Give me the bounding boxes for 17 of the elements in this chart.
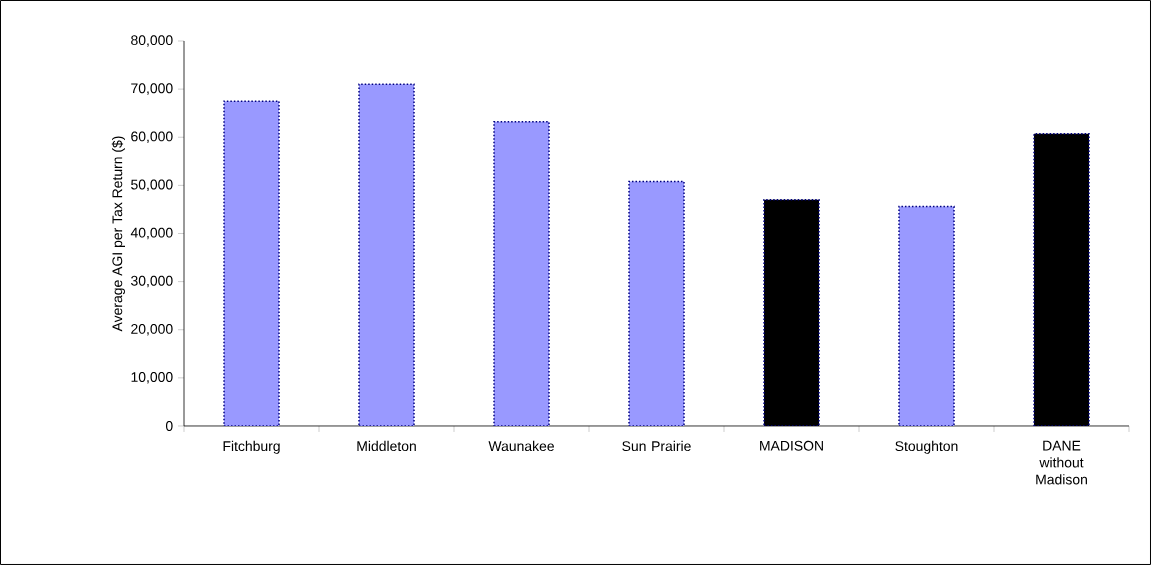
x-tick-label: Fitchburg xyxy=(223,440,280,454)
y-tick-label: 40,000 xyxy=(130,227,173,240)
y-tick-label: 50,000 xyxy=(131,179,173,192)
y-tick-label: 30,000 xyxy=(131,275,173,288)
x-tick-label: Sun Prairie xyxy=(622,440,691,452)
x-tick-label: MADISON xyxy=(760,440,823,451)
y-axis-title: Average AGI per Tax Return ($) xyxy=(111,136,125,332)
y-tick-label: 80,000 xyxy=(131,35,173,47)
x-tick-label: DANE without Madison xyxy=(1036,440,1087,485)
x-tick-label: Stoughton xyxy=(895,440,958,454)
y-tick-label: 60,000 xyxy=(131,131,173,143)
y-tick-label: 10,000 xyxy=(131,372,173,384)
y-tick-label: 70,000 xyxy=(131,83,173,95)
x-tick-label: Waunakee xyxy=(488,440,554,452)
x-tick-label: Middleton xyxy=(357,440,416,452)
y-tick-label: 20,000 xyxy=(131,323,173,336)
y-tick-label: 0 xyxy=(165,421,173,431)
